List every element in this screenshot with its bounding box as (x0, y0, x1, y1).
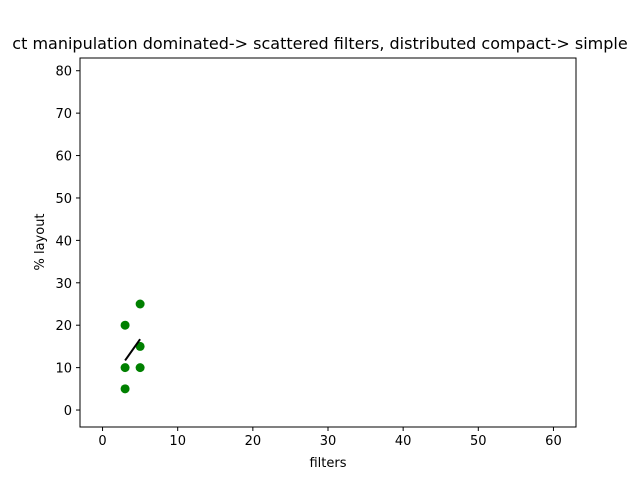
y-tick-label: 0 (64, 404, 72, 419)
x-tick-label: 20 (245, 434, 262, 449)
y-axis-label: % layout (33, 213, 48, 270)
x-tick-label: 30 (320, 434, 337, 449)
y-tick-label: 50 (55, 192, 72, 207)
scatter-point (135, 363, 145, 373)
y-tick-label: 20 (55, 319, 72, 334)
trend-line (124, 338, 141, 361)
y-tick-label: 70 (55, 107, 72, 122)
chart-title: ct manipulation dominated-> scattered fi… (12, 34, 627, 53)
x-axis: 0 10 20 30 40 50 60 (98, 427, 562, 449)
x-axis-label: filters (309, 456, 346, 471)
y-axis: 0 10 20 30 40 50 60 70 80 (55, 65, 80, 419)
y-tick-label: 10 (55, 362, 72, 377)
scatter-point (120, 363, 130, 373)
x-tick-label: 10 (169, 434, 186, 449)
x-tick-label: 60 (545, 434, 562, 449)
plot-area (120, 299, 145, 394)
x-tick-label: 40 (395, 434, 412, 449)
y-tick-label: 80 (55, 65, 72, 80)
scatter-point (135, 299, 145, 309)
scatter-point (120, 320, 130, 330)
scatter-point (120, 384, 130, 394)
y-tick-label: 30 (55, 277, 72, 292)
scatter-point (135, 341, 145, 351)
y-tick-label: 40 (55, 234, 72, 249)
x-tick-label: 50 (470, 434, 487, 449)
x-tick-label: 0 (98, 434, 106, 449)
y-tick-label: 60 (55, 150, 72, 165)
